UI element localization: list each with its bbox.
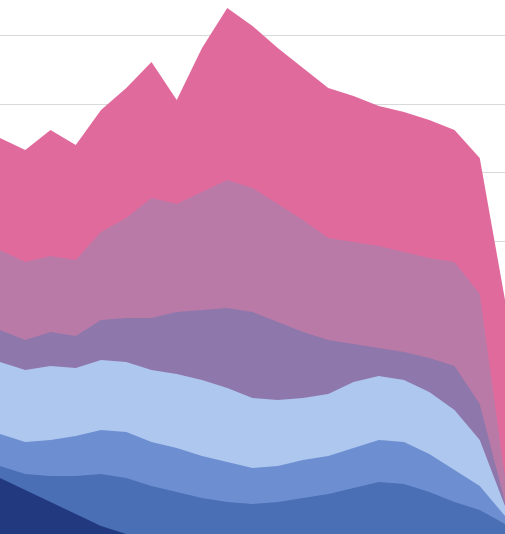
stacked-area-chart — [0, 0, 505, 534]
area-layers — [0, 0, 505, 534]
